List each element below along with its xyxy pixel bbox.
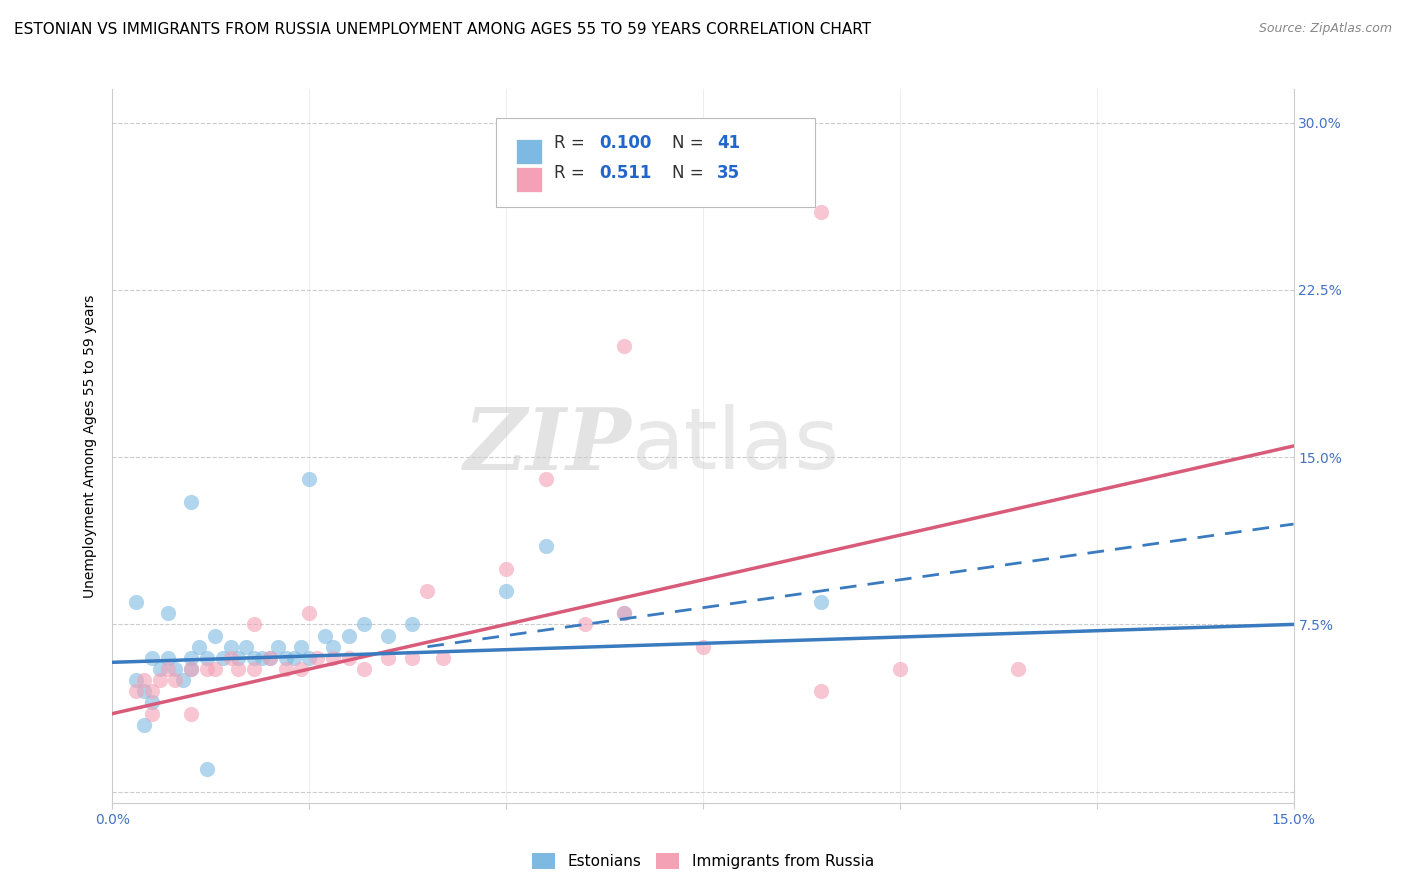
Text: atlas: atlas: [633, 404, 841, 488]
Point: [250, 651, 273, 665]
Point: [243, 651, 266, 665]
Point: [204, 628, 226, 642]
Point: [188, 640, 211, 654]
Point: [298, 651, 321, 665]
Point: [180, 494, 202, 508]
Point: [337, 628, 360, 642]
Point: [141, 684, 163, 698]
Point: [149, 673, 172, 687]
Text: 0.100: 0.100: [599, 134, 651, 152]
Point: [495, 583, 517, 598]
Point: [235, 640, 257, 654]
Point: [211, 651, 233, 665]
Point: [195, 662, 218, 676]
Point: [534, 539, 557, 553]
Text: 35: 35: [717, 164, 741, 182]
Point: [574, 617, 596, 632]
Text: Source: ZipAtlas.com: Source: ZipAtlas.com: [1258, 22, 1392, 36]
Point: [125, 673, 148, 687]
Point: [274, 651, 297, 665]
Point: [353, 617, 375, 632]
Text: 0.511: 0.511: [599, 164, 651, 182]
Point: [810, 684, 832, 698]
Point: [298, 607, 321, 621]
Point: [290, 662, 312, 676]
Text: ZIP: ZIP: [464, 404, 633, 488]
Point: [125, 595, 148, 609]
Point: [401, 651, 423, 665]
Point: [353, 662, 375, 676]
Point: [149, 662, 172, 676]
Point: [1007, 662, 1029, 676]
Point: [141, 651, 163, 665]
Point: [322, 640, 344, 654]
Point: [613, 338, 636, 352]
Point: [416, 583, 439, 598]
Point: [495, 562, 517, 576]
Point: [692, 640, 714, 654]
Text: 41: 41: [717, 134, 741, 152]
Point: [298, 472, 321, 486]
Bar: [516, 139, 543, 164]
Point: [132, 717, 155, 731]
Legend: Estonians, Immigrants from Russia: Estonians, Immigrants from Russia: [526, 847, 880, 875]
Point: [195, 762, 218, 776]
Text: ESTONIAN VS IMMIGRANTS FROM RUSSIA UNEMPLOYMENT AMONG AGES 55 TO 59 YEARS CORREL: ESTONIAN VS IMMIGRANTS FROM RUSSIA UNEMP…: [14, 22, 872, 37]
Point: [534, 472, 557, 486]
Text: N =: N =: [672, 134, 709, 152]
Point: [307, 651, 329, 665]
Point: [180, 706, 202, 721]
Point: [228, 662, 250, 676]
Point: [613, 607, 636, 621]
Point: [219, 651, 242, 665]
Point: [172, 673, 194, 687]
Point: [322, 651, 344, 665]
Point: [125, 684, 148, 698]
Text: R =: R =: [554, 164, 591, 182]
Point: [810, 595, 832, 609]
Point: [243, 617, 266, 632]
Point: [228, 651, 250, 665]
Point: [165, 662, 187, 676]
Point: [156, 607, 179, 621]
Point: [377, 651, 399, 665]
Point: [243, 662, 266, 676]
Text: N =: N =: [672, 164, 709, 182]
Point: [889, 662, 911, 676]
Point: [259, 651, 281, 665]
Point: [204, 662, 226, 676]
Point: [283, 651, 305, 665]
Point: [141, 696, 163, 710]
Point: [165, 673, 187, 687]
Point: [274, 662, 297, 676]
Point: [337, 651, 360, 665]
Point: [180, 651, 202, 665]
Point: [180, 662, 202, 676]
Point: [377, 628, 399, 642]
Point: [290, 640, 312, 654]
Point: [141, 706, 163, 721]
Point: [132, 684, 155, 698]
Point: [432, 651, 454, 665]
Bar: [516, 168, 543, 193]
Point: [156, 651, 179, 665]
Point: [156, 662, 179, 676]
Point: [401, 617, 423, 632]
Point: [132, 673, 155, 687]
Point: [259, 651, 281, 665]
Text: R =: R =: [554, 134, 591, 152]
Point: [180, 662, 202, 676]
Y-axis label: Unemployment Among Ages 55 to 59 years: Unemployment Among Ages 55 to 59 years: [83, 294, 97, 598]
Point: [314, 628, 336, 642]
Point: [613, 607, 636, 621]
Point: [219, 640, 242, 654]
Point: [267, 640, 290, 654]
FancyBboxPatch shape: [496, 118, 815, 207]
Point: [195, 651, 218, 665]
Point: [810, 204, 832, 219]
